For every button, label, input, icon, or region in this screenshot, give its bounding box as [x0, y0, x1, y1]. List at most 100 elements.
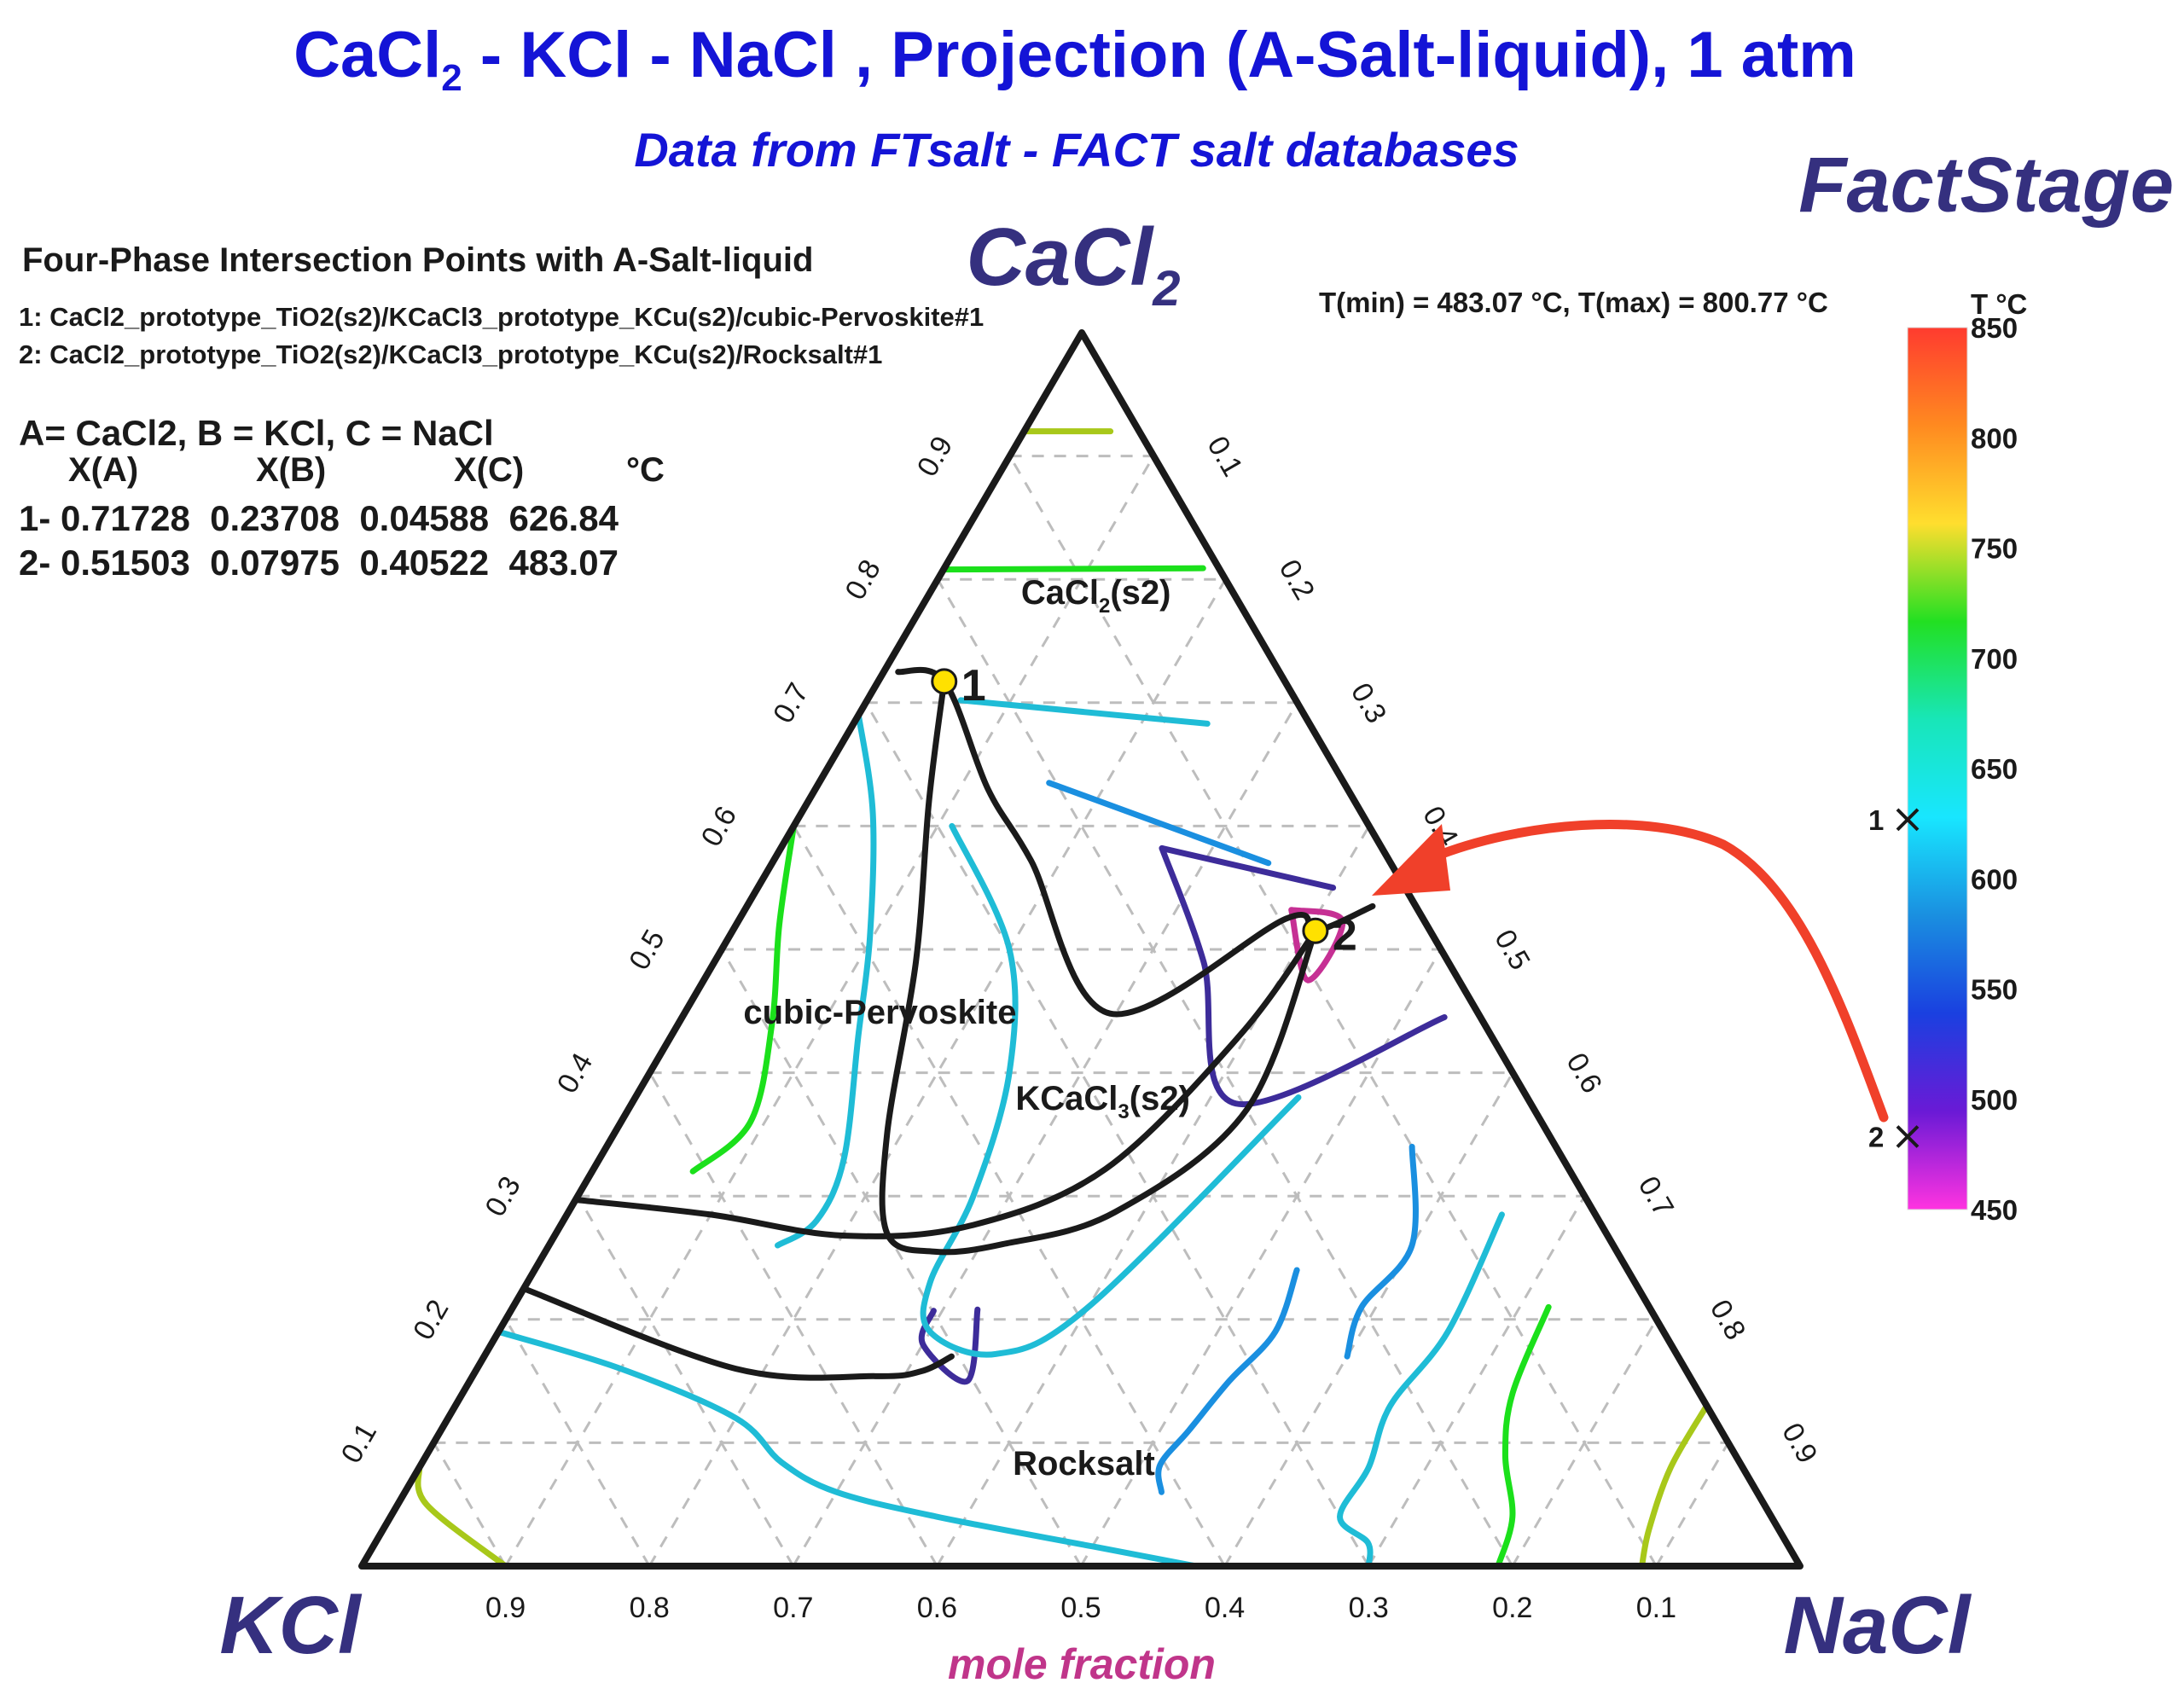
info-heading: Four-Phase Intersection Points with A-Sa…	[22, 241, 813, 279]
left-tick-label: 0.2	[407, 1294, 456, 1345]
colorbar-tick-label: 650	[1971, 753, 2018, 785]
right-tick-label: 0.5	[1488, 925, 1536, 976]
left-tick-label: 0.9	[911, 431, 960, 482]
vertex-label-left: KCl	[219, 1580, 363, 1671]
bottom-tick-label: 0.9	[485, 1592, 526, 1624]
left-tick-label: 0.3	[479, 1171, 527, 1222]
isotherm-17	[415, 1464, 509, 1570]
left-tick-label: 0.8	[839, 554, 887, 606]
phase-boundary-1	[879, 678, 1319, 1256]
right-tick-label: 0.7	[1632, 1171, 1681, 1222]
grid-line-8-2	[504, 1319, 651, 1567]
isotherm-11	[495, 1328, 1199, 1570]
isotherm-5	[1159, 844, 1448, 1108]
bottom-tick-label: 0.8	[630, 1592, 670, 1624]
column-header-temperature: °C	[626, 451, 665, 489]
colorbar-tick-label: 750	[1971, 533, 2018, 565]
colorbar-tick-label: 450	[1971, 1194, 2018, 1226]
isotherm-4	[1159, 844, 1337, 891]
bottom-tick-label: 0.2	[1492, 1592, 1532, 1624]
component-legend: A= CaCl2, B = KCl, C = NaCl	[19, 413, 494, 453]
point-1-description: 1: CaCl2_prototype_TiO2(s2)/KCaCl3_proto…	[19, 302, 984, 332]
isotherm-1	[940, 565, 1206, 573]
brand-logo: FactStage	[1798, 142, 2174, 229]
region-label-3: Rocksalt	[1013, 1445, 1155, 1483]
isotherm-15	[1495, 1303, 1552, 1570]
axis-label-mole-fraction: mole fraction	[948, 1640, 1216, 1688]
colorbar-tick-label: 500	[1971, 1084, 2018, 1116]
isotherm-9	[775, 711, 877, 1249]
isotherm-10	[920, 822, 1302, 1358]
colorbar-title: T °C	[1971, 288, 2027, 320]
isotherm-8	[689, 822, 797, 1175]
left-tick-label: 0.6	[695, 801, 744, 852]
left-tick-label: 0.7	[767, 677, 816, 728]
bottom-tick-label: 0.1	[1636, 1592, 1676, 1624]
right-tick-label: 0.9	[1775, 1418, 1824, 1469]
chart-subtitle: Data from FTsalt - FACT salt databases	[634, 123, 1519, 177]
right-tick-label: 0.3	[1345, 677, 1393, 728]
isotherm-7	[1288, 907, 1346, 984]
isotherm-3	[1046, 780, 1272, 867]
temperature-range: T(min) = 483.07 °C, T(max) = 800.77 °C	[1319, 287, 1828, 318]
grid-line-1-2	[1008, 455, 1658, 1567]
grid-line-5-1	[1079, 949, 1443, 1567]
bottom-tick-label: 0.6	[917, 1592, 957, 1624]
bottom-tick-label: 0.7	[773, 1592, 813, 1624]
isotherm-lines	[415, 428, 1711, 1570]
grid-line-7-2	[576, 1195, 795, 1567]
phase-region-labels: CaCl2(s2) cubic-Pervoskite KCaCl3(s2) Rocks…	[743, 574, 1190, 1483]
grid-line-8-1	[1511, 1319, 1658, 1567]
grid-line-5-2	[720, 949, 1083, 1567]
point-2-description: 2: CaCl2_prototype_TiO2(s2)/KCaCl3_proto…	[19, 339, 882, 369]
isotherm-14	[1344, 1143, 1419, 1360]
colorbar-marker-label-2: 2	[1868, 1122, 1884, 1153]
grid-line-6-1	[1223, 1071, 1514, 1567]
right-tick-label: 0.6	[1560, 1047, 1608, 1099]
invariant-point-label-2: 2	[1333, 910, 1357, 960]
left-tick-label: 0.4	[551, 1047, 600, 1099]
colorbar-tick-label: 800	[1971, 422, 2018, 454]
invariant-points: 12	[931, 661, 1357, 960]
isotherm-13	[1155, 1267, 1300, 1495]
phase-boundary-2	[572, 927, 1319, 1239]
bottom-tick-label: 0.4	[1205, 1592, 1245, 1624]
grid-line-1-1	[504, 455, 1155, 1567]
data-row-2: 2- 0.51503 0.07975 0.40522 483.07	[19, 543, 619, 583]
right-tick-label: 0.1	[1200, 431, 1249, 482]
invariant-point-2	[1302, 917, 1329, 944]
grid-line-7-1	[1367, 1195, 1586, 1567]
grid-line-9-1	[1655, 1442, 1730, 1567]
colorbar: 850 800 750 700 650 600 550 500 450 1 2	[1868, 312, 2018, 1226]
column-header-xc: X(C)	[454, 451, 524, 489]
colorbar-tick-label: 600	[1971, 863, 2018, 895]
callout-arrow-shaft	[1428, 819, 1889, 1123]
grid-line-3-1	[792, 702, 1298, 1567]
ternary-grid	[433, 455, 1730, 1567]
region-label-1: cubic-Pervoskite	[743, 994, 1016, 1031]
isotherm-16	[1639, 1402, 1711, 1570]
triangle-frame	[358, 329, 1804, 1570]
colorbar-tick-label: 700	[1971, 643, 2018, 675]
data-row-1: 1- 0.71728 0.23708 0.04588 626.84	[19, 498, 619, 538]
invariant-point-label-1: 1	[961, 661, 986, 711]
bottom-tick-label: 0.3	[1349, 1592, 1389, 1624]
right-tick-label: 0.8	[1704, 1294, 1752, 1345]
right-tick-label: 0.2	[1273, 554, 1321, 606]
region-label-2: KCaCl3(s2)	[1015, 1080, 1190, 1123]
colorbar-tick-label: 850	[1971, 312, 2018, 344]
invariant-point-1	[931, 668, 958, 695]
grid-line-3-2	[864, 702, 1370, 1567]
column-header-xa: X(A)	[68, 451, 138, 489]
vertex-label-right: NaCl	[1784, 1580, 1972, 1671]
vertex-label-top: CaCl2	[967, 212, 1181, 316]
colorbar-marker-label-1: 1	[1868, 804, 1884, 836]
grid-line-6-2	[648, 1071, 938, 1567]
colorbar-tick-label: 550	[1971, 974, 2018, 1006]
column-header-xb: X(B)	[256, 451, 326, 489]
left-tick-label: 0.1	[335, 1418, 384, 1469]
callout-arrow-head	[1372, 824, 1450, 896]
left-tick-label: 0.5	[623, 925, 671, 976]
colorbar-marker-cross-1	[1896, 808, 1920, 832]
grid-line-9-2	[433, 1442, 507, 1567]
